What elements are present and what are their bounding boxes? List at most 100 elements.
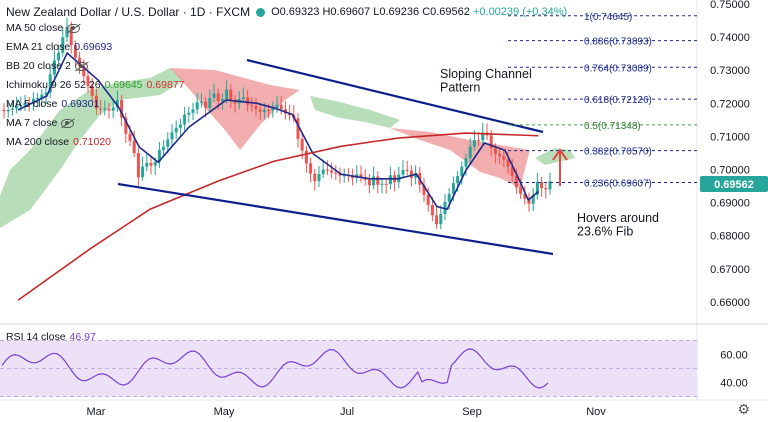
- hidden-eye-icon[interactable]: [67, 23, 81, 33]
- indicator-label: EMA 21 close: [6, 41, 71, 53]
- y-tick-label: 0.66000: [710, 297, 750, 309]
- candle-body: [120, 99, 124, 118]
- candle-body: [422, 184, 426, 195]
- candle-body: [199, 101, 203, 103]
- candle-body: [531, 194, 535, 204]
- candle-body: [225, 89, 229, 100]
- fib-label-0.618: 0.618(0.72126): [584, 95, 652, 106]
- candle-body: [376, 176, 380, 185]
- candle-body: [267, 109, 271, 111]
- indicator-legend-1[interactable]: EMA 21 close 0.69693: [6, 41, 112, 53]
- candle-body: [342, 175, 346, 177]
- candle-body: [258, 109, 262, 112]
- fib-label-0.886: 0.886(0.73893): [584, 37, 652, 48]
- candle-body: [40, 94, 44, 99]
- candle-body: [426, 194, 430, 206]
- candle-body: [82, 66, 86, 77]
- candle-body: [460, 166, 464, 177]
- candle-body: [86, 76, 90, 87]
- candle-body: [10, 108, 14, 110]
- candle-body: [372, 176, 376, 186]
- candle-body: [31, 98, 35, 104]
- candle-body: [523, 193, 527, 199]
- annotation-hovers-fib: Hovers around 23.6% Fib: [577, 211, 659, 239]
- candles-group: [2, 17, 552, 230]
- candle-body: [195, 102, 199, 110]
- ohlc-readout: O0.69323 H0.69607 L0.69236 C0.69562 +0.0…: [271, 6, 567, 18]
- candle-body: [481, 132, 485, 141]
- candle-body: [2, 109, 6, 112]
- x-tick-label: Mar: [87, 406, 106, 418]
- candle-body: [246, 97, 250, 105]
- ema-21-line: [17, 51, 539, 211]
- candle-body: [36, 98, 40, 100]
- candle-body: [334, 172, 338, 174]
- candle-body: [435, 215, 439, 225]
- candle-body: [178, 124, 182, 128]
- hidden-eye-icon[interactable]: [61, 118, 75, 128]
- candle-body: [300, 139, 304, 151]
- fib-label-0.764: 0.764(0.73089): [584, 63, 652, 74]
- candle-body: [52, 60, 56, 75]
- indicator-label: MA 5 close: [6, 98, 58, 110]
- hidden-eye-icon[interactable]: [74, 61, 88, 71]
- indicator-label: MA 200 close: [6, 136, 70, 148]
- candle-body: [141, 166, 145, 178]
- y-tick-label: 0.74000: [710, 32, 750, 44]
- candle-body: [405, 169, 409, 171]
- indicator-value: 0.69301: [61, 98, 100, 110]
- ohlc-open: O0.69323: [271, 6, 320, 18]
- candle-body: [498, 154, 502, 157]
- candle-body: [367, 179, 371, 186]
- candle-body: [493, 148, 497, 155]
- y-tick-label: 0.72000: [710, 98, 750, 110]
- candle-body: [107, 108, 111, 111]
- indicator-legend-4[interactable]: MA 5 close 0.69301: [6, 98, 99, 110]
- current-price-label: 0.69562: [714, 179, 754, 191]
- candle-body: [535, 181, 539, 195]
- chart-header: New Zealand Dollar / U.S. Dollar · 1D · …: [6, 3, 567, 21]
- candle-body: [321, 169, 325, 175]
- candle-body: [229, 89, 233, 100]
- x-tick-label: Jul: [340, 406, 354, 418]
- settings-gear-icon[interactable]: ⚙: [737, 401, 750, 417]
- y-tick-label: 0.71000: [710, 131, 750, 143]
- candle-body: [23, 102, 27, 106]
- y-tick-label: 0.75000: [710, 0, 750, 11]
- candle-body: [128, 133, 132, 141]
- candle-body: [514, 175, 518, 188]
- candle-body: [540, 181, 544, 189]
- rsi-legend[interactable]: RSI 14 close 46.97: [6, 331, 96, 343]
- indicator-legend-5[interactable]: MA 7 close: [6, 117, 75, 129]
- ichimoku-cloud-3: [390, 128, 530, 188]
- y-tick-label: 0.73000: [710, 65, 750, 77]
- candle-body: [527, 198, 531, 204]
- ma-200-line: [17, 132, 539, 301]
- bullish-arrow: [552, 148, 568, 186]
- channel-upper-line: [246, 58, 544, 134]
- candle-body: [216, 93, 220, 101]
- indicator-legend-3[interactable]: Ichimoku 9 26 52 26 0.69645 0.69877: [6, 79, 185, 91]
- candle-body: [208, 98, 212, 108]
- candle-body: [187, 112, 191, 115]
- candle-body: [330, 170, 334, 173]
- candle-body: [409, 170, 413, 178]
- candle-body: [309, 163, 313, 174]
- x-tick-label: Nov: [586, 406, 606, 418]
- candle-body: [99, 108, 103, 110]
- fib-label-0.5: 0.5(0.71348): [584, 121, 641, 132]
- channel-lower-line: [117, 182, 554, 256]
- candle-body: [94, 95, 98, 109]
- candle-body: [519, 187, 523, 194]
- indicator-legend-6[interactable]: MA 200 close 0.71020: [6, 136, 111, 148]
- candle-body: [384, 183, 388, 185]
- candle-body: [313, 173, 317, 182]
- fib-label-0.236: 0.236(0.69607): [584, 179, 652, 190]
- candle-body: [69, 27, 73, 46]
- candle-body: [250, 104, 254, 106]
- candle-body: [57, 52, 61, 61]
- indicator-legend-2[interactable]: BB 20 close 2: [6, 60, 88, 72]
- indicator-legend-0[interactable]: MA 50 close: [6, 22, 81, 34]
